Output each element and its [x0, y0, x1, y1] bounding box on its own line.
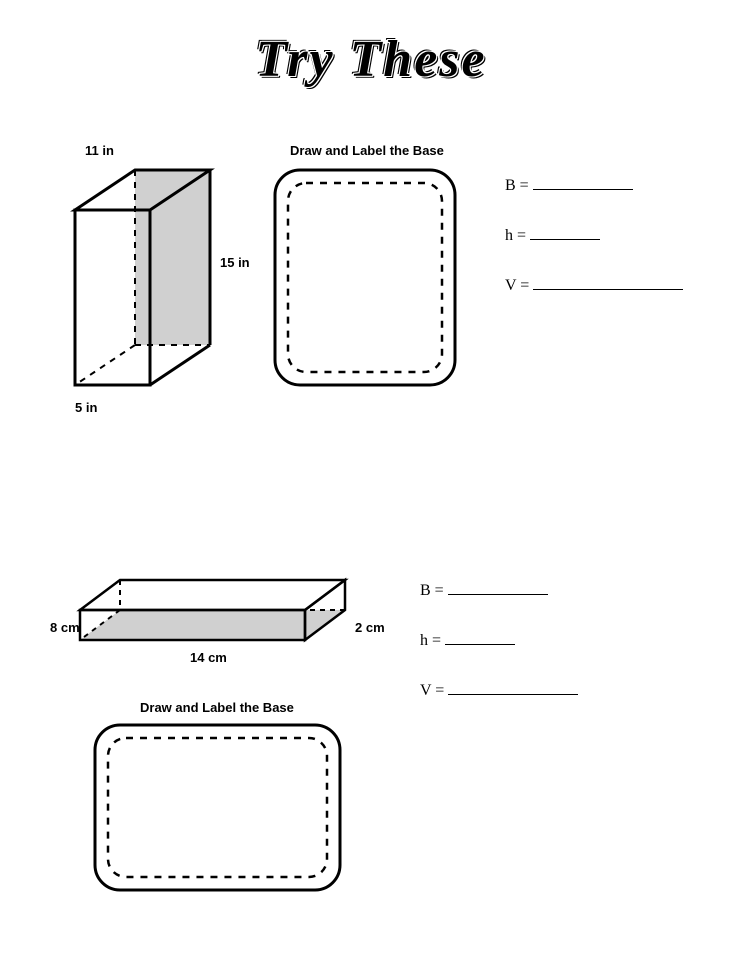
answer-B-1: B =	[505, 175, 633, 195]
prism2-width-label: 14 cm	[190, 650, 227, 665]
label-B-2: B =	[420, 582, 444, 599]
label-h-1: h =	[505, 227, 526, 244]
prism2-depth-label: 8 cm	[50, 620, 80, 635]
draw-label-1: Draw and Label the Base	[290, 143, 444, 158]
prism2-height-label: 2 cm	[355, 620, 385, 635]
page-title: Try These	[255, 30, 486, 89]
label-V-1: V =	[505, 277, 529, 294]
answer-h-2: h =	[420, 630, 515, 650]
prism1-width-label: 11 in	[85, 143, 114, 158]
prism1-depth-label: 5 in	[75, 400, 97, 415]
draw-box-1	[270, 165, 460, 390]
label-h-2: h =	[420, 632, 441, 649]
answer-V-1: V =	[505, 275, 683, 295]
draw-label-2: Draw and Label the Base	[140, 700, 294, 715]
draw-box-2	[90, 720, 345, 895]
answer-V-2: V =	[420, 680, 578, 700]
prism-2	[70, 560, 360, 655]
label-V-2: V =	[420, 682, 444, 699]
prism1-height-label: 15 in	[220, 255, 250, 270]
prism-1	[60, 160, 240, 410]
answer-h-1: h =	[505, 225, 600, 245]
label-B-1: B =	[505, 177, 529, 194]
answer-B-2: B =	[420, 580, 548, 600]
